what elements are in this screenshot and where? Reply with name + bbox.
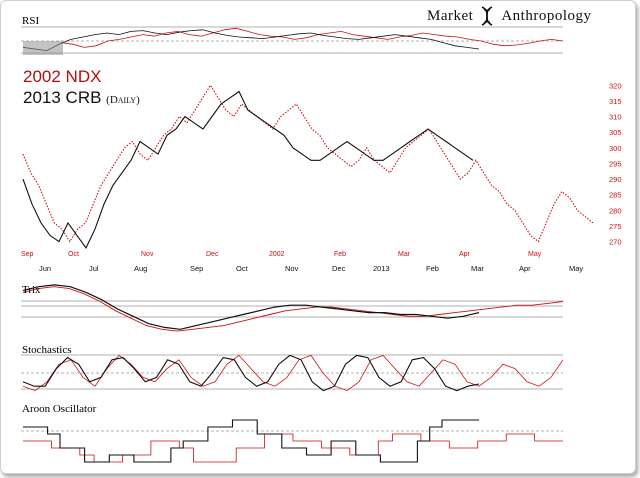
price-x-bottom-tick-10: Apr bbox=[519, 264, 531, 273]
price-x-top-tick-1: Oct bbox=[68, 251, 79, 258]
aroon-ndx-line bbox=[23, 433, 563, 463]
brand-right-text: Anthropology bbox=[501, 7, 592, 24]
brand-logo: Market Anthropology bbox=[427, 6, 592, 26]
rsi-crb-line bbox=[22, 29, 480, 52]
dna-helix-icon bbox=[479, 6, 495, 26]
aroon-panel-label: Aroon Oscillator bbox=[22, 403, 97, 415]
stoch-crb-line bbox=[22, 354, 480, 392]
price-x-bottom-tick-8: Feb bbox=[426, 264, 439, 273]
aroon-crb-line bbox=[23, 419, 479, 463]
chart-title-crb-text: 2013 CRB bbox=[23, 88, 102, 107]
chart-canvas: 320 315 310 305 300 295 290 285 280 275 270 Sep Oct N… bbox=[21, 26, 622, 463]
price-x-bottom-tick-11: May bbox=[569, 264, 583, 273]
price-x-bottom-tick-4: Oct bbox=[236, 264, 249, 273]
rsi-shaded-region bbox=[23, 41, 63, 55]
stoch-ndx-line bbox=[22, 354, 564, 392]
price-y-tick-5: 295 bbox=[609, 159, 622, 168]
price-x-bottom-tick-5: Nov bbox=[285, 264, 299, 273]
price-y-tick-10: 270 bbox=[609, 238, 622, 247]
price-y-tick-2: 310 bbox=[609, 113, 622, 122]
trix-crb-line bbox=[22, 284, 480, 330]
chart-title-note: (Daily) bbox=[106, 94, 140, 106]
price-x-bottom-tick-2: Aug bbox=[134, 264, 147, 273]
chart-title-ndx: 2002 NDX bbox=[23, 67, 102, 86]
rsi-panel-label: RSI bbox=[22, 15, 40, 27]
price-x-bottom-tick-3: Sep bbox=[190, 264, 203, 273]
price-x-top-tick-2: Nov bbox=[141, 251, 154, 258]
price-x-top-tick-5: Feb bbox=[334, 251, 346, 258]
price-x-top-tick-8: May bbox=[528, 251, 542, 258]
price-y-tick-6: 290 bbox=[609, 175, 622, 184]
price-y-tick-1: 315 bbox=[609, 97, 622, 106]
price-x-top-tick-0: Sep bbox=[21, 251, 34, 258]
chart-title-crb: 2013 CRB (Daily) bbox=[23, 88, 140, 108]
stochastics-panel-label: Stochastics bbox=[22, 344, 72, 356]
price-x-bottom-tick-6: Dec bbox=[332, 264, 346, 273]
price-x-bottom-tick-9: Mar bbox=[471, 264, 484, 273]
price-x-top-tick-4: 2002 bbox=[269, 251, 285, 258]
trix-ndx-line bbox=[22, 286, 564, 332]
price-y-tick-4: 300 bbox=[609, 144, 622, 153]
price-x-bottom-tick-7: 2013 bbox=[373, 264, 390, 273]
price-x-bottom-tick-1: Jul bbox=[89, 264, 99, 273]
brand-left-text: Market bbox=[427, 7, 474, 24]
price-y-tick-9: 275 bbox=[609, 222, 622, 231]
price-ndx-line bbox=[22, 84, 594, 243]
trix-panel-label: Trix bbox=[22, 284, 41, 296]
price-x-bottom-tick-0: Jun bbox=[39, 264, 51, 273]
price-x-top-tick-6: Mar bbox=[398, 251, 411, 258]
price-x-top-tick-3: Dec bbox=[206, 251, 219, 258]
rsi-ndx-line bbox=[60, 27, 564, 48]
price-y-tick-3: 305 bbox=[609, 128, 622, 137]
price-y-tick-8: 280 bbox=[609, 206, 622, 215]
price-x-top-tick-7: Apr bbox=[459, 251, 471, 258]
price-crb-line bbox=[22, 90, 474, 249]
price-y-tick-0: 320 bbox=[609, 81, 622, 90]
price-y-tick-7: 285 bbox=[609, 191, 622, 200]
